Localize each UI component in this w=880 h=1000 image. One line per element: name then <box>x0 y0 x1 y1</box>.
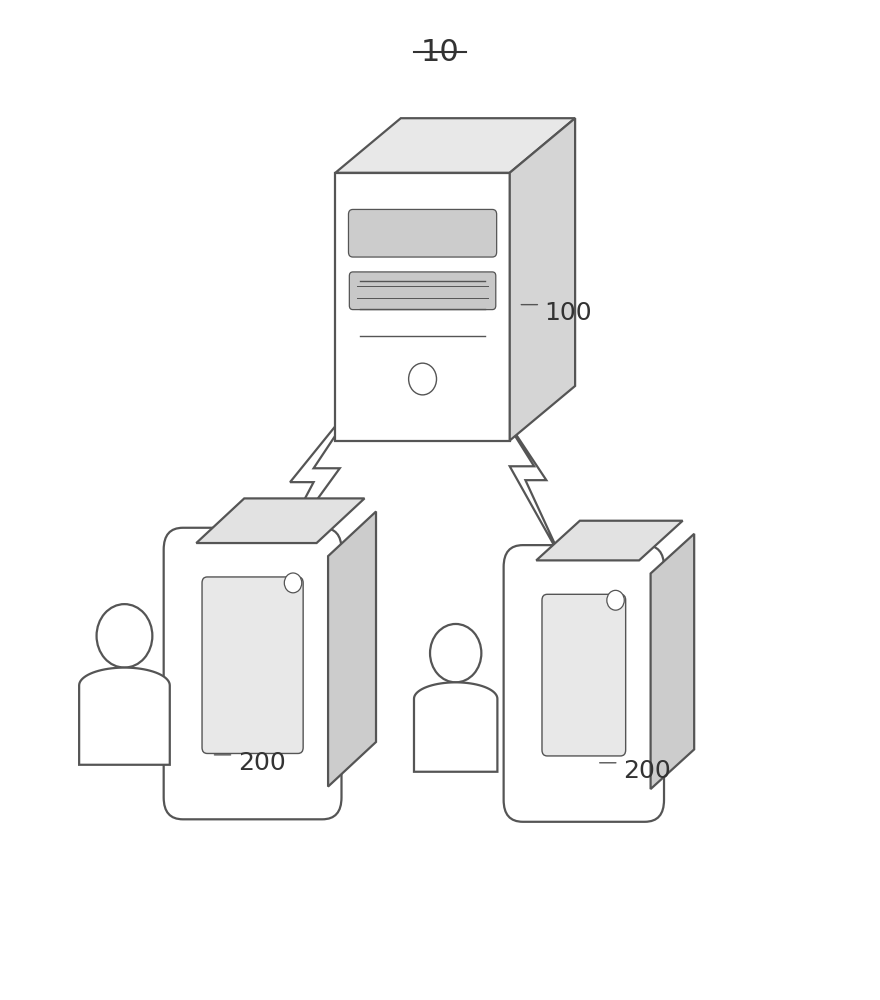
Polygon shape <box>482 383 562 560</box>
Circle shape <box>408 363 436 395</box>
Text: 200: 200 <box>623 759 671 783</box>
FancyBboxPatch shape <box>503 545 664 822</box>
Polygon shape <box>335 173 510 440</box>
Polygon shape <box>536 521 683 560</box>
FancyBboxPatch shape <box>164 528 341 819</box>
Polygon shape <box>79 668 170 765</box>
Polygon shape <box>328 512 376 787</box>
FancyBboxPatch shape <box>348 209 496 257</box>
Circle shape <box>607 590 624 610</box>
FancyBboxPatch shape <box>542 594 626 756</box>
Polygon shape <box>650 534 694 789</box>
FancyBboxPatch shape <box>349 272 495 310</box>
Polygon shape <box>270 383 370 564</box>
FancyBboxPatch shape <box>202 577 303 753</box>
Polygon shape <box>335 118 576 173</box>
Circle shape <box>97 604 152 668</box>
Text: 200: 200 <box>238 751 285 775</box>
Polygon shape <box>414 682 497 772</box>
Polygon shape <box>196 498 364 543</box>
Polygon shape <box>510 118 576 440</box>
Text: 100: 100 <box>545 301 592 325</box>
Circle shape <box>430 624 481 682</box>
Circle shape <box>284 573 302 593</box>
Text: 10: 10 <box>421 38 459 67</box>
